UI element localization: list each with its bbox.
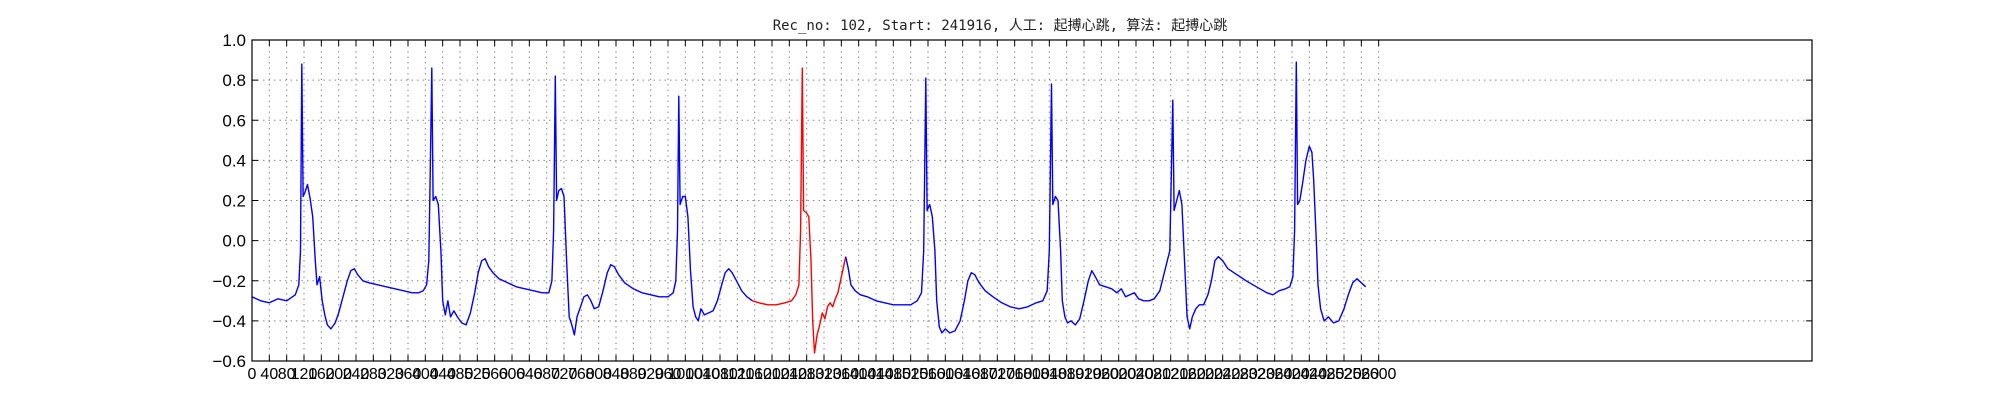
series-group <box>251 61 1367 354</box>
y-tick-label: −0.6 <box>212 352 246 371</box>
x-tick-label: 320 <box>377 366 404 383</box>
x-tick-label: 2280 <box>1222 366 1258 383</box>
x-tick-label: 200 <box>325 366 352 383</box>
y-axis: 1.0 0.8 0.6 0.4 0.2 0.0 −0.2 −0.4 −0.6 <box>212 31 1812 371</box>
x-tick-label: 1760 <box>997 366 1033 383</box>
x-tick-label: 880 <box>620 366 647 383</box>
highlight-beat-line <box>752 67 847 354</box>
x-tick-label: 280 <box>360 366 387 383</box>
x-tick-label: 2520 <box>1326 366 1362 383</box>
x-tick-label: 80 <box>278 366 296 383</box>
x-tick-label: 1040 <box>685 366 721 383</box>
x-tick-label: 1920 <box>1066 366 1102 383</box>
x-tick-label: 1440 <box>858 366 894 383</box>
x-tick-label: 920 <box>637 366 664 383</box>
x-tick-label: 2080 <box>1136 366 1172 383</box>
x-tick-label: 1120 <box>720 366 755 383</box>
y-tick-label: −0.2 <box>212 272 246 291</box>
ecg-signal-line <box>251 63 753 336</box>
x-tick-label: 760 <box>568 366 595 383</box>
x-tick-label: 2120 <box>1153 366 1189 383</box>
x-tick-label: 1560 <box>910 366 946 383</box>
x-tick-label: 1200 <box>754 366 790 383</box>
x-tick-label: 1080 <box>702 366 738 383</box>
x-tick-label: 0 <box>248 366 257 383</box>
x-tick-label: 480 <box>447 366 474 383</box>
x-tick-label: 2600 <box>1361 366 1397 383</box>
x-tick-label: 1280 <box>789 366 825 383</box>
x-tick-label: 1360 <box>824 366 860 383</box>
x-tick-label: 1240 <box>772 366 808 383</box>
x-tick-label: 1320 <box>806 366 842 383</box>
y-tick-label: 0.0 <box>222 232 246 251</box>
x-tick-label: 1880 <box>1049 366 1085 383</box>
x-tick-label: 2480 <box>1309 366 1345 383</box>
x-tick-label: 2160 <box>1170 366 1206 383</box>
y-tick-label: 0.6 <box>222 111 246 130</box>
y-tick-label: 0.2 <box>222 192 246 211</box>
x-tick-label: 400 <box>412 366 439 383</box>
y-tick-label: 1.0 <box>222 31 246 50</box>
x-tick-label: 2560 <box>1344 366 1380 383</box>
x-tick-label: 2360 <box>1257 366 1293 383</box>
x-tick-label: 1520 <box>893 366 929 383</box>
x-tick-label: 1840 <box>1032 366 1068 383</box>
x-tick-label: 440 <box>429 366 456 383</box>
x-tick-label: 1000 <box>668 366 704 383</box>
x-tick-label: 520 <box>464 366 491 383</box>
y-tick-label: 0.8 <box>222 71 246 90</box>
x-tick-label: 720 <box>551 366 578 383</box>
x-tick-label: 1640 <box>945 366 981 383</box>
y-tick-label: −0.4 <box>212 312 246 331</box>
x-tick-label: 1680 <box>962 366 998 383</box>
x-tick-label: 120 <box>291 366 318 383</box>
x-axis: 0 40 8012016020024028032036040044048052056… <box>248 40 1397 383</box>
chart-title: Rec_no: 102, Start: 241916, 人工: 起搏心跳, 算法… <box>773 17 1228 34</box>
x-tick-label: 2000 <box>1101 366 1137 383</box>
x-tick-label: 240 <box>343 366 370 383</box>
x-tick-label: 800 <box>585 366 612 383</box>
x-tick-label: 1160 <box>737 366 772 383</box>
ecg-signal-line <box>845 61 1367 334</box>
x-tick-label: 1400 <box>841 366 877 383</box>
x-tick-label: 40 <box>260 366 278 383</box>
x-tick-label: 600 <box>499 366 526 383</box>
x-tick-label: 160 <box>308 366 335 383</box>
x-tick-label: 2200 <box>1188 366 1224 383</box>
x-tick-label: 1720 <box>980 366 1016 383</box>
x-tick-label: 1960 <box>1084 366 1120 383</box>
x-tick-label: 2040 <box>1118 366 1154 383</box>
plot-frame <box>251 39 1813 362</box>
x-tick-label: 840 <box>603 366 630 383</box>
x-tick-label: 560 <box>481 366 508 383</box>
x-tick-label: 2240 <box>1205 366 1241 383</box>
x-tick-label: 360 <box>395 366 422 383</box>
x-tick-label: 1600 <box>928 366 964 383</box>
y-tick-label: 0.4 <box>222 151 246 170</box>
x-tick-label: 2400 <box>1274 366 1310 383</box>
x-tick-label: 960 <box>655 366 682 383</box>
x-tick-label: 2440 <box>1292 366 1328 383</box>
x-tick-label: 640 <box>516 366 543 383</box>
x-tick-label: 1480 <box>876 366 912 383</box>
grid-lines <box>251 39 1812 362</box>
x-tick-label: 680 <box>533 366 560 383</box>
x-tick-label: 2320 <box>1240 366 1276 383</box>
x-tick-label: 1800 <box>1014 366 1050 383</box>
